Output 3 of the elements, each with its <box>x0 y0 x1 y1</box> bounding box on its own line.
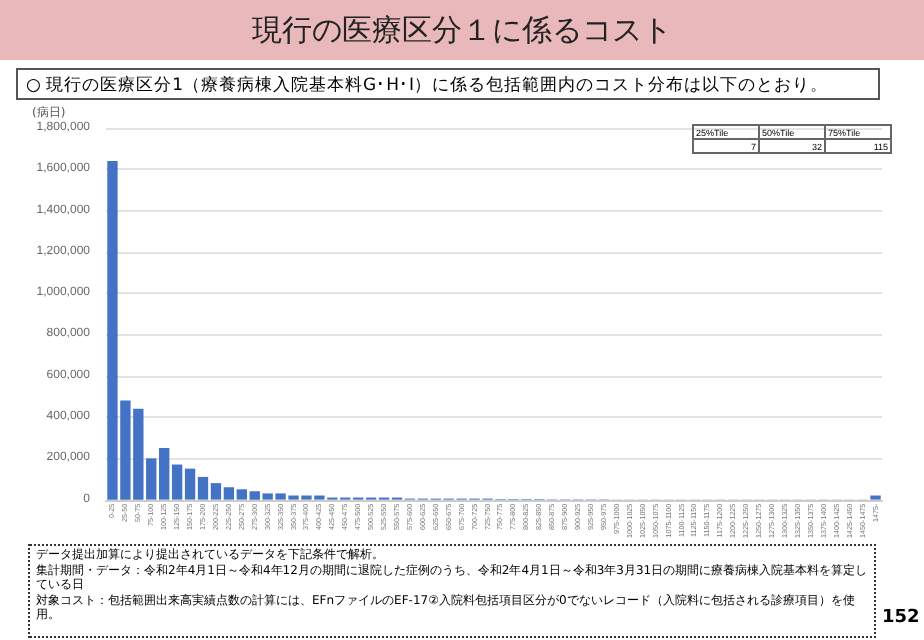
chart-title: 現行の医療区分１に係るコスト <box>0 0 924 60</box>
text: 152 <box>882 608 920 628</box>
chart-subtitle: ○ 現行の医療区分1（療養病棟入院基本料G･H･I）に係る包括範囲内のコスト分布は以下のとおり。 <box>16 68 880 100</box>
